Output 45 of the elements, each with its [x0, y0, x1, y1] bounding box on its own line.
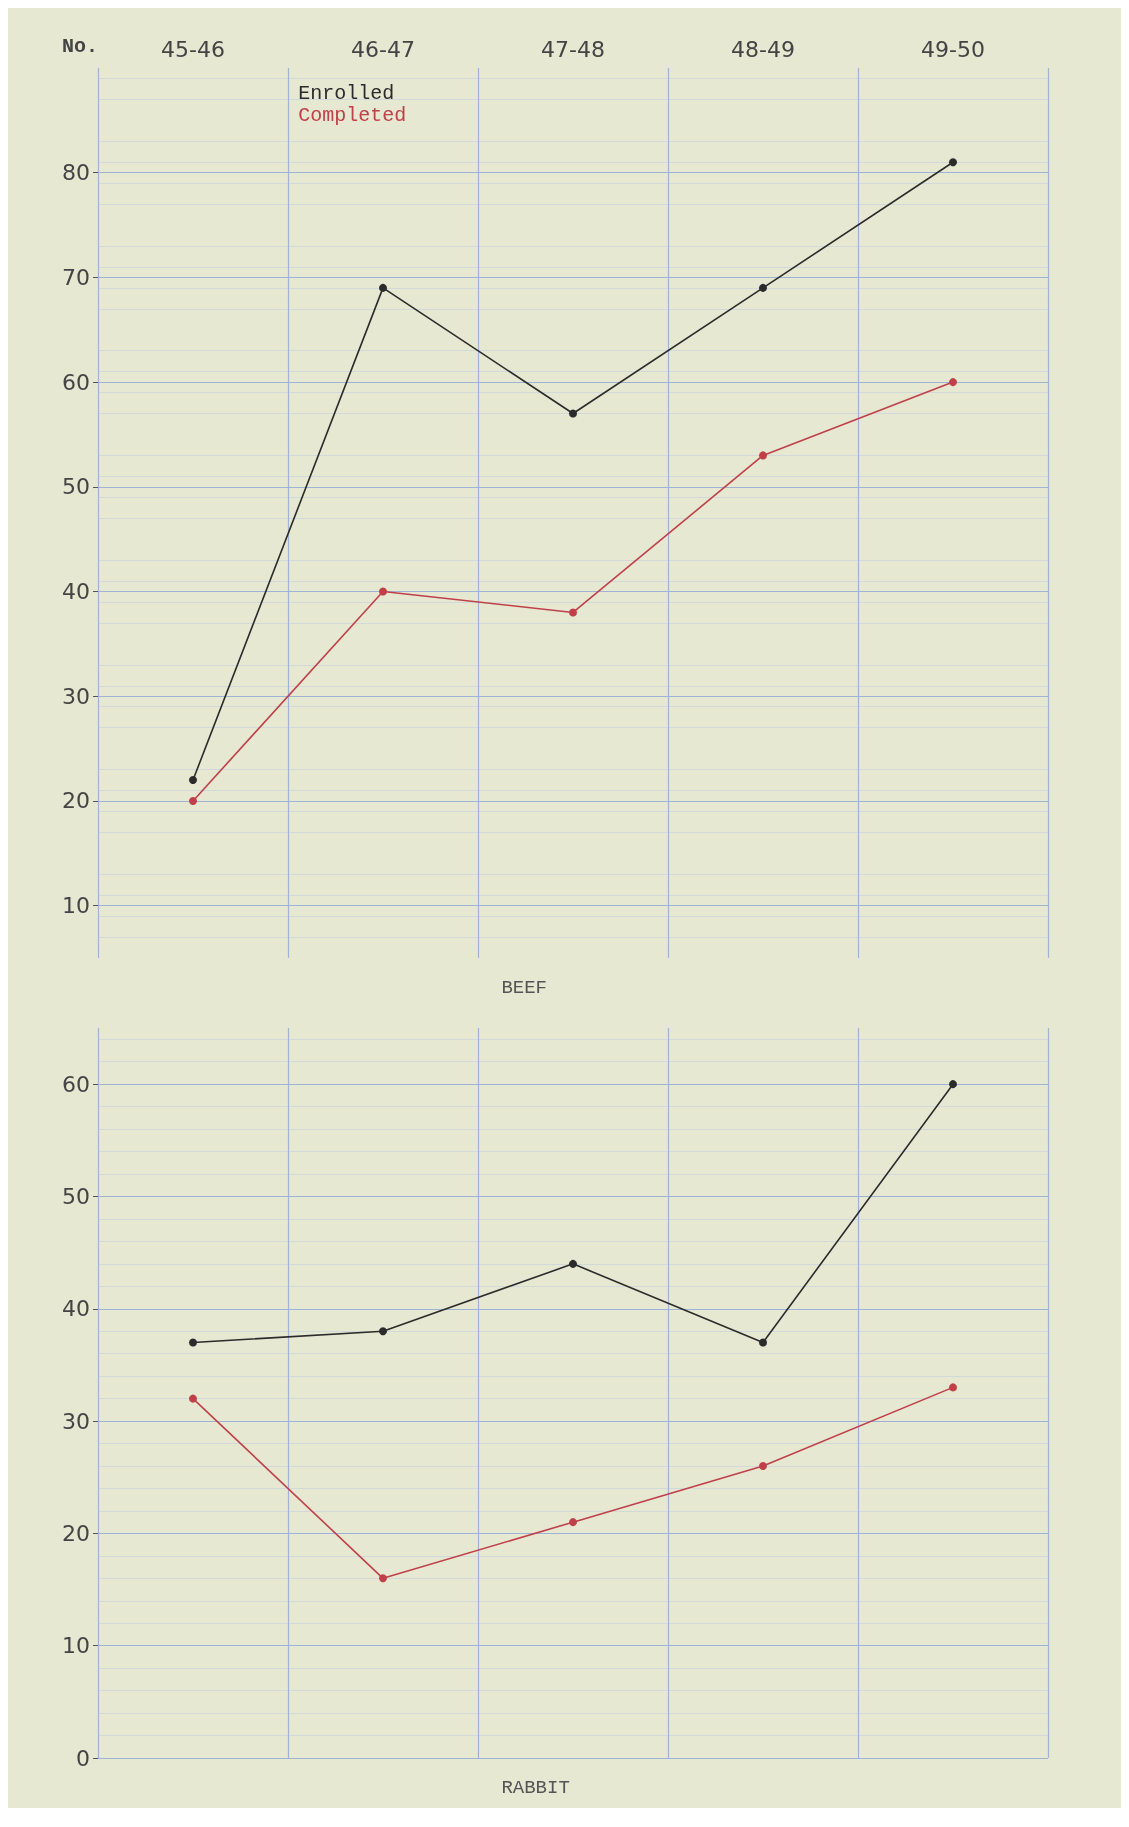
x-tick-label: 47-48 — [541, 36, 605, 62]
y-tick-label: 0 — [76, 1745, 90, 1771]
point — [569, 1518, 577, 1527]
point — [379, 1327, 387, 1336]
x-tick-label: 48-49 — [731, 36, 795, 62]
x-tick-label: 45-46 — [161, 36, 225, 62]
x-tick-label: 49-50 — [921, 36, 985, 62]
y-tick-label: 30 — [62, 1408, 90, 1434]
point — [759, 1462, 767, 1470]
point — [379, 283, 387, 292]
text: Enrolled — [298, 81, 395, 105]
point — [189, 1394, 197, 1403]
point — [189, 796, 197, 805]
y-tick-label: 20 — [62, 788, 90, 814]
y-tick-label: 30 — [62, 683, 90, 709]
text: RABBIT — [501, 1776, 570, 1799]
point — [379, 1574, 387, 1583]
point — [569, 608, 577, 617]
point — [759, 451, 767, 460]
text: Completed — [298, 103, 407, 127]
y-tick-label: 60 — [62, 369, 90, 395]
point — [949, 1080, 957, 1089]
x-tick-label: 46-47 — [351, 36, 415, 62]
y-tick-label: 70 — [62, 264, 90, 290]
y-tick-label: 60 — [62, 1071, 90, 1097]
point — [759, 283, 767, 292]
point — [949, 378, 957, 387]
y-tick-label: 20 — [62, 1520, 90, 1546]
y-tick-label: 80 — [62, 160, 90, 186]
y-tick-label: 50 — [62, 1183, 90, 1209]
point — [949, 158, 957, 167]
y-tick-label: 10 — [62, 1633, 90, 1659]
y-tick-label: 10 — [62, 893, 90, 919]
y-tick-label: 50 — [62, 474, 90, 500]
point — [759, 1338, 767, 1347]
point — [189, 776, 197, 784]
point — [949, 1383, 957, 1392]
y-axis-title: No. — [61, 34, 98, 58]
point — [569, 1259, 577, 1268]
y-tick-label: 40 — [62, 1296, 90, 1322]
point — [189, 1338, 197, 1347]
y-tick-label: 40 — [62, 579, 90, 605]
text: BEEF — [501, 976, 548, 999]
point — [569, 409, 577, 418]
point — [379, 587, 387, 596]
